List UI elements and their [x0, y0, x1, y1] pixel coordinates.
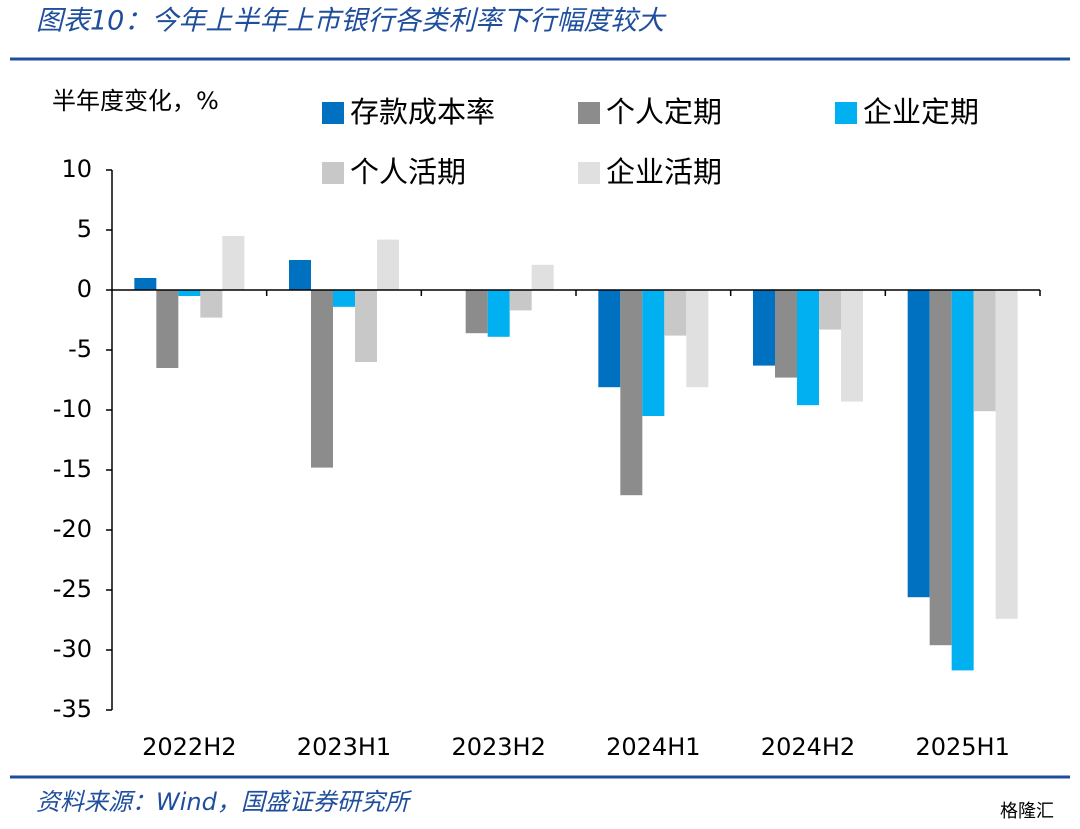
legend-label: 企业定期: [863, 95, 979, 129]
y-tick-label: -5: [68, 335, 92, 363]
bar: [775, 290, 797, 378]
bar: [951, 290, 974, 671]
legend-swatch: [835, 102, 857, 124]
y-tick-label: -10: [53, 395, 92, 423]
legend-label: 存款成本率: [350, 95, 495, 129]
legend-swatch: [578, 162, 600, 184]
bar: [178, 290, 201, 296]
source: 资料来源：Wind，国盛证券研究所: [36, 788, 413, 816]
bar: [753, 290, 775, 366]
y-tick-label: 0: [77, 275, 92, 303]
x-tick-label: 2023H1: [297, 733, 391, 761]
bar: [995, 290, 1018, 619]
x-tick-label: 2023H2: [451, 733, 545, 761]
bar: [907, 290, 930, 598]
x-tick-label: 2024H2: [761, 733, 855, 761]
bar: [797, 290, 819, 406]
chart-title: 图表10：今年上半年上市银行各类利率下行幅度较大: [36, 6, 667, 37]
bar: [289, 260, 311, 290]
bar: [156, 290, 179, 368]
x-tick-label: 2025H1: [915, 733, 1009, 761]
legend-swatch: [578, 102, 600, 124]
bar: [598, 290, 621, 388]
bar: [377, 239, 399, 290]
y-axis-label: 半年度变化，%: [52, 87, 219, 115]
bar: [929, 290, 952, 646]
legend-label: 个人活期: [350, 155, 466, 189]
bar: [620, 290, 643, 496]
bar: [487, 290, 510, 337]
bar: [819, 290, 841, 330]
legend-swatch: [322, 102, 344, 124]
y-tick-label: 10: [61, 155, 92, 183]
bar: [664, 290, 687, 336]
x-tick-label: 2024H1: [606, 733, 700, 761]
y-tick-label: -30: [53, 635, 92, 663]
bar: [333, 290, 355, 307]
x-tick-label: 2022H2: [142, 733, 236, 761]
bar: [642, 290, 665, 416]
legend-label: 企业活期: [606, 155, 722, 189]
bar: [686, 290, 709, 388]
y-tick-label: -15: [53, 455, 92, 483]
bar: [134, 278, 157, 290]
bar: [841, 290, 863, 402]
bar: [200, 290, 223, 318]
watermark: 格隆汇: [1000, 801, 1054, 822]
bar: [355, 290, 377, 362]
legend-label: 个人定期: [606, 95, 722, 129]
bar: [465, 290, 488, 334]
y-tick-label: -20: [53, 515, 92, 543]
bar: [973, 290, 996, 412]
y-tick-label: -25: [53, 575, 92, 603]
bar: [509, 290, 532, 311]
bar: [531, 264, 554, 290]
y-tick-label: 5: [77, 215, 92, 243]
y-tick-label: -35: [53, 695, 92, 723]
legend-swatch: [322, 162, 344, 184]
bar: [222, 236, 245, 290]
bar: [311, 290, 333, 468]
